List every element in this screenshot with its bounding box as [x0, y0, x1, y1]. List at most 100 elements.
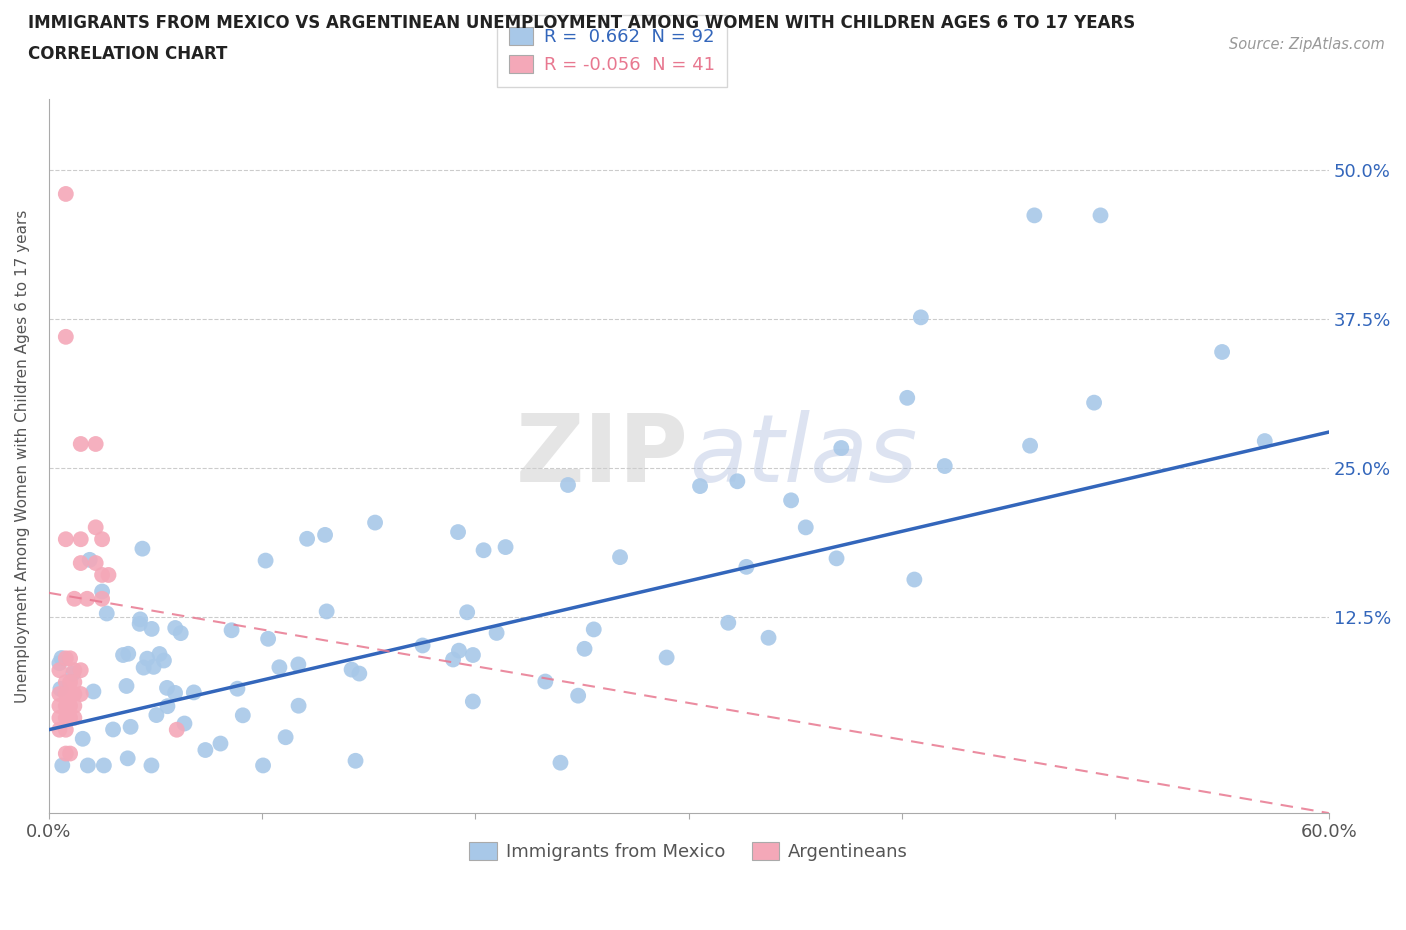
Point: [82, 684, 104, 699]
Point: [1024, 208, 1046, 223]
Point: [1254, 433, 1277, 448]
Point: [574, 642, 596, 657]
Point: [896, 391, 918, 405]
Point: [156, 698, 179, 713]
Point: [59, 746, 82, 761]
Point: [557, 477, 579, 492]
Point: [910, 310, 932, 325]
Point: [1019, 438, 1042, 453]
Point: [132, 660, 155, 675]
Point: [48, 711, 70, 725]
Point: [364, 515, 387, 530]
Point: [153, 653, 176, 668]
Point: [441, 652, 464, 667]
Point: [830, 441, 852, 456]
Point: [582, 622, 605, 637]
Point: [55, 532, 77, 547]
Point: [173, 716, 195, 731]
Point: [55, 187, 77, 202]
Point: [63, 674, 86, 689]
Point: [485, 626, 508, 641]
Point: [63, 663, 86, 678]
Point: [412, 638, 434, 653]
Point: [59, 711, 82, 725]
Point: [165, 685, 187, 700]
Point: [141, 758, 163, 773]
Point: [48, 686, 70, 701]
Point: [79, 552, 101, 567]
Point: [655, 650, 678, 665]
Point: [257, 631, 280, 646]
Point: [254, 553, 277, 568]
Point: [112, 647, 135, 662]
Point: [758, 631, 780, 645]
Text: atlas: atlas: [689, 410, 917, 501]
Point: [51, 758, 73, 773]
Point: [84, 436, 107, 451]
Point: [69, 663, 91, 678]
Point: [131, 541, 153, 556]
Point: [1211, 344, 1233, 359]
Point: [59, 651, 82, 666]
Text: ZIP: ZIP: [516, 410, 689, 502]
Point: [689, 479, 711, 494]
Point: [340, 662, 363, 677]
Point: [825, 551, 848, 565]
Point: [1083, 395, 1105, 410]
Point: [63, 698, 86, 713]
Point: [69, 686, 91, 701]
Text: CORRELATION CHART: CORRELATION CHART: [28, 45, 228, 62]
Point: [55, 711, 77, 725]
Point: [55, 686, 77, 701]
Point: [115, 679, 138, 694]
Point: [534, 674, 557, 689]
Point: [72, 731, 94, 746]
Text: Source: ZipAtlas.com: Source: ZipAtlas.com: [1229, 37, 1385, 52]
Point: [780, 493, 803, 508]
Point: [55, 723, 77, 737]
Point: [314, 527, 336, 542]
Point: [295, 531, 318, 546]
Point: [209, 737, 232, 751]
Point: [344, 753, 367, 768]
Point: [48, 663, 70, 678]
Point: [156, 681, 179, 696]
Point: [48, 698, 70, 713]
Point: [145, 708, 167, 723]
Point: [609, 550, 631, 565]
Point: [142, 659, 165, 674]
Point: [136, 651, 159, 666]
Point: [165, 620, 187, 635]
Point: [69, 555, 91, 570]
Point: [55, 746, 77, 761]
Point: [166, 723, 188, 737]
Point: [183, 685, 205, 700]
Point: [69, 436, 91, 451]
Point: [274, 730, 297, 745]
Point: [91, 584, 114, 599]
Point: [59, 686, 82, 701]
Point: [63, 686, 86, 701]
Point: [794, 520, 817, 535]
Point: [59, 698, 82, 713]
Point: [84, 520, 107, 535]
Point: [349, 666, 371, 681]
Point: [55, 674, 77, 689]
Point: [934, 458, 956, 473]
Point: [55, 698, 77, 713]
Point: [96, 606, 118, 621]
Point: [269, 659, 291, 674]
Point: [252, 758, 274, 773]
Point: [97, 567, 120, 582]
Point: [128, 617, 150, 631]
Point: [117, 751, 139, 765]
Point: [120, 720, 142, 735]
Point: [49, 682, 72, 697]
Point: [48, 656, 70, 671]
Point: [76, 591, 98, 606]
Point: [287, 657, 309, 671]
Point: [148, 646, 170, 661]
Point: [63, 591, 86, 606]
Point: [567, 688, 589, 703]
Point: [170, 626, 193, 641]
